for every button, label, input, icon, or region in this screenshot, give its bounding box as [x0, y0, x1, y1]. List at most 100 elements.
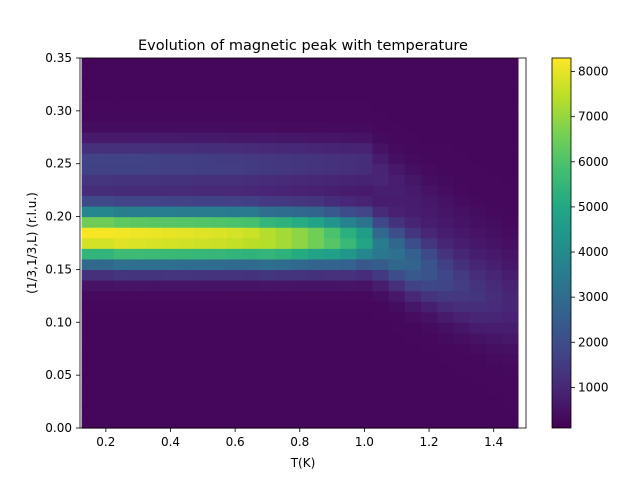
heatmap-cell — [97, 110, 115, 123]
heatmap-cell — [243, 100, 260, 112]
heatmap-cell — [227, 354, 244, 366]
heatmap-cell — [501, 195, 519, 207]
heatmap-cell — [437, 343, 454, 355]
heatmap-cell — [178, 396, 196, 408]
heatmap-cell — [81, 290, 99, 302]
heatmap-cell — [113, 417, 131, 429]
heatmap-cell — [485, 290, 503, 302]
heatmap-cell — [275, 110, 293, 123]
heatmap-cell — [97, 406, 115, 419]
heatmap-cell — [324, 110, 341, 123]
heatmap-cell — [130, 290, 147, 302]
heatmap-cell — [275, 258, 293, 271]
heatmap-cell — [243, 290, 260, 302]
heatmap-cell — [291, 110, 309, 123]
heatmap-cell — [453, 110, 471, 123]
heatmap-cell — [485, 153, 503, 165]
heatmap-cell — [453, 79, 471, 91]
heatmap-cell — [501, 322, 519, 334]
heatmap-cell — [81, 100, 99, 112]
heatmap-cell — [356, 142, 374, 154]
heatmap-cell — [178, 195, 196, 207]
heatmap-cell — [81, 343, 99, 355]
heatmap-cell — [324, 89, 341, 101]
heatmap-cell — [388, 332, 406, 345]
heatmap-cell — [437, 354, 454, 366]
heatmap-cell — [178, 375, 196, 387]
x-tick-label: 0.2 — [96, 435, 115, 449]
heatmap-cell — [307, 280, 325, 292]
heatmap-cell — [501, 110, 519, 123]
heatmap-cell — [501, 269, 519, 281]
heatmap-cell — [485, 396, 503, 408]
heatmap-cell — [275, 417, 293, 429]
heatmap-cell — [307, 58, 325, 70]
heatmap-cell — [404, 121, 422, 133]
heatmap-cell — [130, 110, 147, 123]
heatmap-cell — [243, 385, 260, 397]
heatmap-cell — [453, 354, 471, 366]
heatmap-cell — [162, 227, 180, 239]
heatmap-cell — [97, 248, 115, 260]
heatmap-cell — [453, 385, 471, 397]
heatmap-cell — [130, 311, 147, 323]
heatmap-cell — [178, 417, 196, 429]
heatmap-cell — [194, 153, 212, 165]
heatmap-cell — [259, 216, 277, 228]
heatmap-cell — [243, 163, 260, 175]
heatmap-cell — [178, 332, 196, 345]
heatmap-cell — [97, 153, 115, 165]
heatmap-cell — [97, 58, 115, 70]
heatmap-cell — [81, 79, 99, 91]
heatmap-cell — [340, 100, 357, 112]
heatmap-cell — [178, 280, 196, 292]
heatmap-cell — [227, 417, 244, 429]
heatmap-cell — [178, 206, 196, 218]
heatmap-cell — [372, 206, 390, 218]
heatmap-cell — [162, 385, 180, 397]
heatmap-cell — [162, 79, 180, 91]
heatmap-cell — [178, 343, 196, 355]
heatmap-cell — [356, 258, 374, 271]
heatmap-cell — [324, 227, 341, 239]
heatmap-cell — [437, 163, 454, 175]
heatmap-cell — [178, 121, 196, 133]
heatmap-cell — [340, 195, 357, 207]
heatmap-cell — [485, 354, 503, 366]
heatmap-cell — [437, 311, 454, 323]
heatmap-cell — [130, 100, 147, 112]
heatmap-cell — [130, 174, 147, 186]
heatmap-cell — [324, 248, 341, 260]
heatmap-cell — [453, 290, 471, 302]
heatmap-cell — [162, 163, 180, 175]
heatmap-cell — [178, 322, 196, 334]
heatmap-cell — [194, 132, 212, 144]
colorbar-tick-label: 5000 — [578, 200, 609, 214]
heatmap-cell — [194, 406, 212, 419]
heatmap-cell — [469, 396, 487, 408]
heatmap-cell — [194, 121, 212, 133]
heatmap-cell — [324, 258, 341, 271]
heatmap-cell — [404, 280, 422, 292]
heatmap-cell — [437, 364, 454, 376]
heatmap-cell — [372, 301, 390, 313]
heatmap-cell — [81, 163, 99, 175]
heatmap-cell — [162, 396, 180, 408]
heatmap-cell — [243, 184, 260, 197]
heatmap-cell — [453, 237, 471, 249]
heatmap-cell — [388, 68, 406, 80]
heatmap-cell — [469, 184, 487, 197]
heatmap-cell — [453, 195, 471, 207]
heatmap-cell — [501, 153, 519, 165]
y-axis-label: (1/3,1/3,L) (r.l.u.) — [25, 192, 39, 294]
heatmap-cell — [113, 100, 131, 112]
heatmap-cell — [146, 79, 164, 91]
heatmap-cell — [243, 110, 260, 123]
heatmap-cell — [437, 258, 454, 271]
heatmap-cell — [259, 121, 277, 133]
heatmap-cell — [469, 163, 487, 175]
heatmap-cell — [259, 354, 277, 366]
heatmap-cell — [227, 195, 244, 207]
heatmap-cell — [356, 153, 374, 165]
heatmap-cell — [291, 184, 309, 197]
